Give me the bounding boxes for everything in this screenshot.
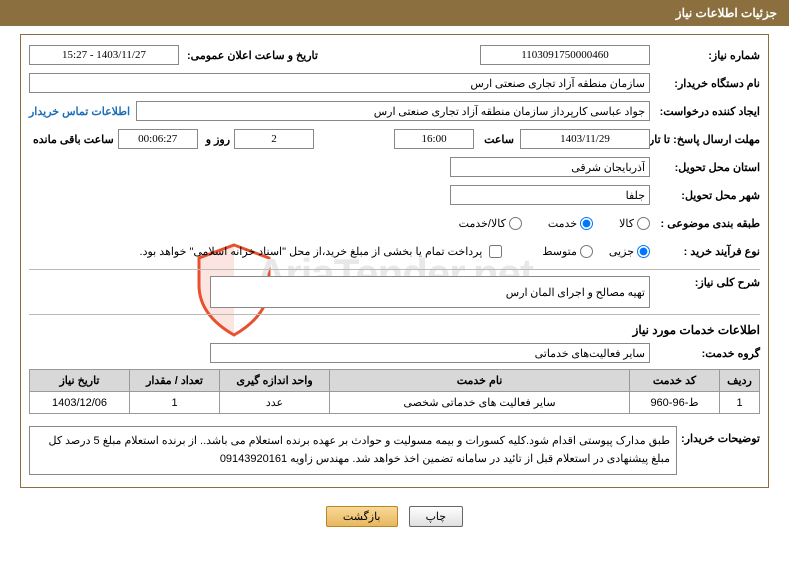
radio-medium-label: متوسط: [542, 245, 577, 258]
radio-partial-label: جزیی: [609, 245, 634, 258]
service-group-input[interactable]: [210, 343, 650, 363]
radio-service[interactable]: [580, 217, 593, 230]
remain-time-input[interactable]: [118, 129, 198, 149]
days-count-input[interactable]: [234, 129, 314, 149]
cell-measure-unit: عدد: [220, 392, 330, 414]
radio-partial[interactable]: [637, 245, 650, 258]
service-group-label: گروه خدمت:: [650, 347, 760, 360]
radio-medium[interactable]: [580, 245, 593, 258]
buyer-desc-box: طبق مدارک پیوستی اقدام شود.کلیه کسورات و…: [29, 426, 677, 475]
th-service-name: نام خدمت: [330, 370, 630, 392]
city-label: شهر محل تحویل:: [650, 189, 760, 202]
page-header: جزئیات اطلاعات نیاز: [0, 0, 789, 26]
requester-label: ایجاد کننده درخواست:: [650, 105, 760, 118]
contact-info-link[interactable]: اطلاعات تماس خریدار: [29, 105, 130, 118]
requester-input[interactable]: [136, 101, 650, 121]
radio-goods[interactable]: [637, 217, 650, 230]
remain-label: ساعت باقی مانده: [29, 133, 114, 146]
province-input[interactable]: [450, 157, 650, 177]
page-title: جزئیات اطلاعات نیاز: [676, 6, 777, 20]
cell-service-code: ط-96-960: [630, 392, 720, 414]
cell-quantity: 1: [130, 392, 220, 414]
payment-checkbox[interactable]: [489, 245, 502, 258]
th-measure-unit: واحد اندازه گیری: [220, 370, 330, 392]
deadline-label: مهلت ارسال پاسخ: تا تاریخ:: [650, 133, 760, 146]
deadline-time-input[interactable]: [394, 129, 474, 149]
need-number-input[interactable]: [480, 45, 650, 65]
city-input[interactable]: [450, 185, 650, 205]
announce-date-label: تاریخ و ساعت اعلان عمومی:: [183, 49, 318, 62]
buyer-org-input[interactable]: [29, 73, 650, 93]
cell-row: 1: [720, 392, 760, 414]
category-label: طبقه بندی موضوعی :: [650, 217, 760, 230]
buyer-desc-label: توضیحات خریدار:: [677, 420, 760, 445]
radio-service-label: خدمت: [548, 217, 577, 230]
th-row: ردیف: [720, 370, 760, 392]
general-desc-input[interactable]: [210, 276, 650, 308]
table-row: 1 ط-96-960 سایر فعالیت های خدماتی شخصی ع…: [30, 392, 760, 414]
province-label: استان محل تحویل:: [650, 161, 760, 174]
services-section-title: اطلاعات خدمات مورد نیاز: [29, 323, 760, 337]
services-table: ردیف کد خدمت نام خدمت واحد اندازه گیری ت…: [29, 369, 760, 414]
main-form-container: شماره نیاز: تاریخ و ساعت اعلان عمومی: نا…: [20, 34, 769, 488]
th-service-code: کد خدمت: [630, 370, 720, 392]
table-header-row: ردیف کد خدمت نام خدمت واحد اندازه گیری ت…: [30, 370, 760, 392]
radio-goods-label: کالا: [619, 217, 634, 230]
cell-need-date: 1403/12/06: [30, 392, 130, 414]
announce-date-input[interactable]: [29, 45, 179, 65]
th-need-date: تاریخ نیاز: [30, 370, 130, 392]
radio-goods-service[interactable]: [509, 217, 522, 230]
buttons-row: چاپ بازگشت: [0, 500, 789, 533]
days-and-label: روز و: [202, 133, 230, 146]
radio-goods-service-label: کالا/خدمت: [459, 217, 506, 230]
back-button[interactable]: بازگشت: [326, 506, 398, 527]
print-button[interactable]: چاپ: [409, 506, 464, 527]
general-desc-label: شرح کلی نیاز:: [650, 276, 760, 289]
buyer-org-label: نام دستگاه خریدار:: [650, 77, 760, 90]
cell-service-name: سایر فعالیت های خدماتی شخصی: [330, 392, 630, 414]
time-label: ساعت: [480, 133, 514, 146]
payment-checkbox-label: پرداخت تمام یا بخشی از مبلغ خرید،از محل …: [140, 245, 483, 258]
need-number-label: شماره نیاز:: [650, 49, 760, 62]
th-quantity: تعداد / مقدار: [130, 370, 220, 392]
deadline-date-input[interactable]: [520, 129, 650, 149]
purchase-type-label: نوع فرآیند خرید :: [650, 245, 760, 258]
